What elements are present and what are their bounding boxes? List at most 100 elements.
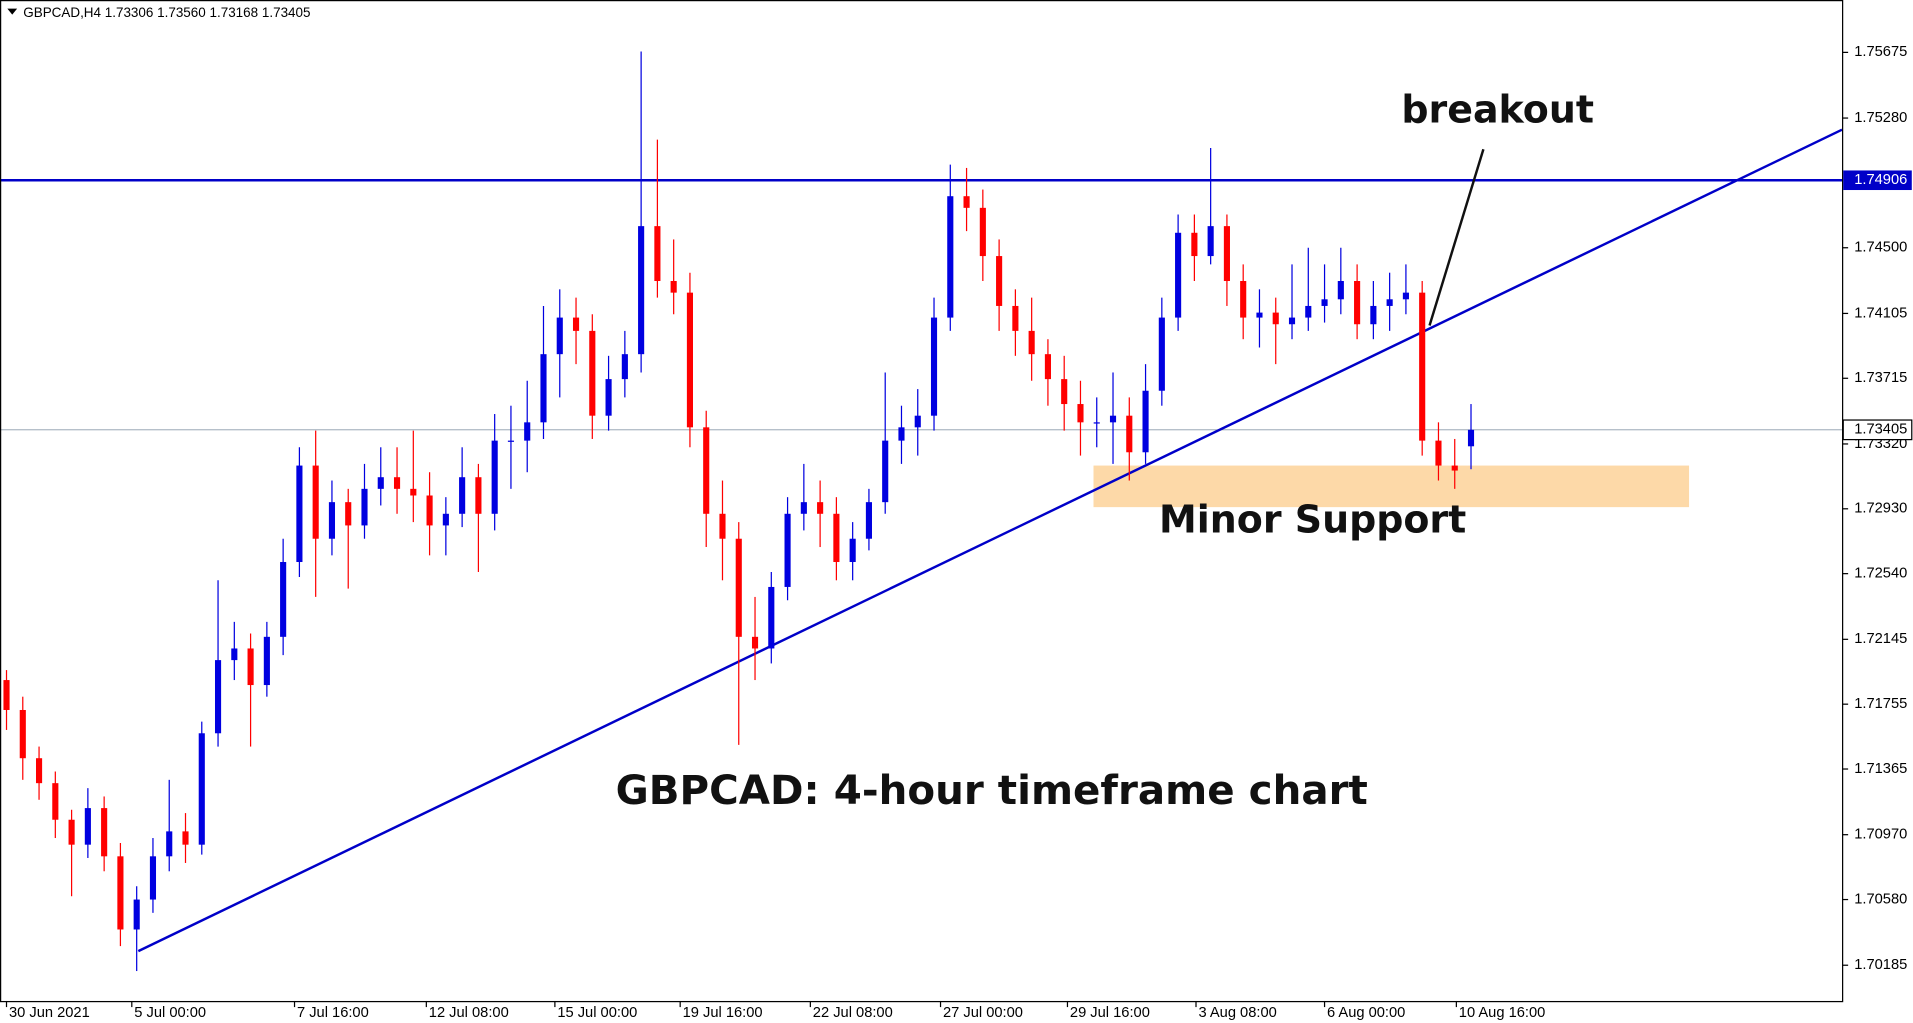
y-tick-label: 1.70970 (1854, 827, 1907, 843)
y-tick-label: 1.70580 (1854, 891, 1907, 907)
main-layer (3, 51, 1475, 972)
candle-body (882, 440, 889, 503)
candle-body (507, 440, 515, 442)
x-tick-label: 3 Aug 08:00 (1198, 1005, 1276, 1021)
candle-body (1191, 232, 1198, 257)
x-tick-label: 12 Jul 08:00 (429, 1005, 509, 1021)
candle-body (605, 379, 612, 416)
candle-body (133, 899, 140, 930)
candle-body (914, 415, 921, 428)
candle-body (68, 819, 75, 845)
y-tick-label: 1.72540 (1854, 566, 1907, 582)
y-tick-label: 1.71755 (1854, 696, 1907, 712)
candle-body (1175, 232, 1182, 318)
candle-body (1028, 330, 1035, 355)
candle-body (703, 427, 710, 514)
x-tick-label: 30 Jun 2021 (9, 1005, 90, 1021)
candle-body (719, 513, 726, 539)
y-tick-label: 1.75280 (1854, 110, 1907, 126)
resistance-price-box (1843, 170, 1912, 191)
candle-body (442, 513, 449, 526)
candle-body (670, 281, 677, 293)
candle-body (1061, 379, 1068, 405)
candle-body (149, 856, 157, 900)
annotation: breakout (1401, 87, 1594, 131)
candle-body (426, 495, 433, 526)
candle-body (1402, 292, 1409, 300)
candle-body (459, 477, 466, 514)
annotation: GBPCAD: 4-hour timeframe chart (616, 767, 1368, 814)
candle-body (35, 758, 43, 784)
y-tick-label: 1.74500 (1854, 240, 1907, 256)
candle-body (638, 226, 645, 355)
annotation: Minor Support (1159, 497, 1466, 541)
candle-body (833, 513, 840, 563)
candle-body (751, 636, 759, 649)
plot-frame (0, 0, 1844, 1003)
candle-body (996, 256, 1003, 306)
y-tick-label: 1.74105 (1854, 305, 1907, 321)
candle-body (865, 502, 872, 539)
candle-body (1354, 281, 1361, 325)
x-tick-label: 7 Jul 16:00 (297, 1005, 369, 1021)
candle-body (930, 317, 938, 416)
y-tick-label: 1.72145 (1854, 631, 1907, 647)
menu-arrow[interactable] (7, 8, 18, 15)
trendline (137, 128, 1843, 953)
x-tick-label: 29 Jul 16:00 (1070, 1005, 1150, 1021)
candle-body (1256, 312, 1263, 318)
candle-body (735, 538, 742, 637)
candle-body (556, 317, 563, 355)
candle-body (182, 831, 189, 845)
candle-body (1386, 299, 1393, 306)
candle-body (1467, 429, 1475, 447)
candle-body (410, 488, 417, 496)
zone-layer (0, 128, 1843, 953)
x-tick-label: 15 Jul 00:00 (557, 1005, 637, 1021)
candle-body (52, 783, 59, 820)
candle-body (19, 709, 26, 759)
candle-body (1370, 305, 1377, 325)
candle-body (1240, 281, 1247, 318)
candle-body (198, 733, 205, 845)
candle-body (312, 465, 319, 539)
candle-body (1142, 390, 1149, 453)
candle-body (1288, 317, 1296, 325)
candle-body (572, 317, 580, 331)
candle-body (540, 354, 547, 423)
x-tick-label: 5 Jul 00:00 (134, 1005, 206, 1021)
support-zone (1093, 465, 1690, 508)
x-tick-label: 27 Jul 00:00 (943, 1005, 1023, 1021)
candle-body (1419, 292, 1426, 441)
x-tick-label: 19 Jul 16:00 (683, 1005, 763, 1021)
y-tick-label: 1.73715 (1854, 370, 1907, 386)
candle-body (84, 808, 91, 845)
candle-body (768, 586, 775, 649)
candle-body (101, 808, 108, 857)
candle-body (475, 477, 482, 514)
candle-body (1158, 317, 1165, 391)
candle-body (3, 680, 10, 710)
candle-body (247, 648, 254, 686)
candle-body (1272, 312, 1279, 325)
candle-body (1451, 465, 1458, 471)
header: GBPCAD,H4 1.73306 1.73560 1.73168 1.7340… (23, 5, 310, 20)
candle-body (817, 502, 824, 514)
x-tick-label: 6 Aug 00:00 (1327, 1005, 1405, 1021)
resistance-price-label: 1.74906 (1854, 172, 1907, 188)
candle-body (263, 636, 270, 686)
annotation-arrow (1428, 148, 1485, 326)
candle-body (1012, 305, 1019, 331)
candle-body (947, 196, 954, 318)
candle-body (1435, 440, 1442, 466)
candle-body (491, 440, 498, 514)
candle-body (166, 831, 173, 857)
candle-body (231, 648, 238, 661)
candle-body (979, 207, 986, 257)
candle-body (1044, 354, 1051, 380)
candle-body (1077, 404, 1084, 423)
y-tick-label: 1.71365 (1854, 761, 1907, 777)
